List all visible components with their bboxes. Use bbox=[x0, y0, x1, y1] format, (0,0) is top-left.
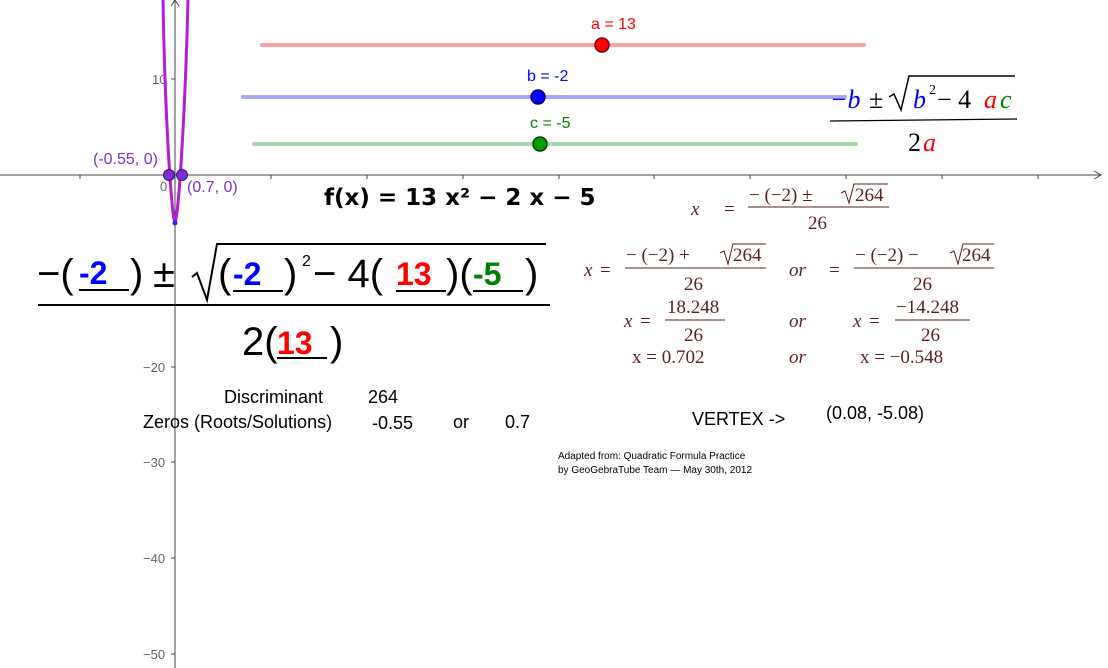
formula-den-a: a bbox=[923, 128, 936, 157]
formula-pm: ± bbox=[869, 85, 883, 114]
vertex-label: VERTEX -> bbox=[692, 409, 785, 429]
step3r-eq: = bbox=[869, 311, 880, 332]
big-c1: -5 bbox=[473, 256, 501, 292]
zero-1: -0.55 bbox=[372, 413, 413, 433]
step3l-den: 26 bbox=[684, 325, 703, 346]
step4-left: x = 0.702 bbox=[632, 347, 704, 368]
big-den-close: ) bbox=[330, 320, 343, 364]
step1-eq: = bbox=[724, 199, 735, 220]
tick-label-origin: 0 bbox=[160, 179, 167, 194]
formula-fraction-bar bbox=[829, 118, 1018, 122]
solution-steps: x = − (−2) ± 264 26 x = − (−2) + 264 26 … bbox=[583, 183, 994, 368]
step2l-x: x bbox=[583, 260, 593, 281]
vertex-point[interactable] bbox=[172, 220, 178, 226]
slider-b-label: b = -2 bbox=[527, 68, 568, 85]
tick-label-yneg30: −30 bbox=[143, 455, 165, 470]
root-label-left: (-0.55, 0) bbox=[93, 151, 158, 168]
step2r-eq: = bbox=[829, 260, 840, 281]
function-definition: f(x) = 13 x² − 2 x − 5 bbox=[324, 185, 596, 211]
formula-minus4: − 4 bbox=[937, 85, 971, 114]
formula-b-sq: 2 bbox=[929, 83, 936, 98]
big-mid: )( bbox=[446, 252, 473, 296]
big-b1: -2 bbox=[79, 255, 107, 291]
formula-b: b bbox=[913, 85, 926, 114]
big-pm: ± bbox=[153, 252, 175, 296]
step3r-num: −14.248 bbox=[896, 297, 959, 318]
step2l-den: 26 bbox=[684, 274, 703, 295]
step3-or: or bbox=[789, 311, 807, 332]
x-axis-ticks bbox=[79, 175, 1039, 179]
step3r-den: 26 bbox=[921, 325, 940, 346]
slider-a-knob[interactable] bbox=[594, 37, 610, 53]
slider-a[interactable]: a = 13 bbox=[260, 16, 866, 53]
formula-sqrt-sign bbox=[888, 75, 1015, 113]
slider-a-label: a = 13 bbox=[591, 16, 636, 33]
y-axis-arrow bbox=[170, 0, 180, 7]
step2l-eq: = bbox=[600, 260, 611, 281]
zero-2: 0.7 bbox=[505, 412, 530, 432]
step2-or: or bbox=[789, 260, 807, 281]
step3l-eq: = bbox=[640, 311, 651, 332]
tick-label-yneg20: −20 bbox=[143, 360, 165, 375]
discriminant-value: 264 bbox=[368, 387, 398, 407]
root-point-right[interactable] bbox=[176, 169, 188, 181]
step4-or: or bbox=[789, 347, 807, 368]
tick-label-yneg50: −50 bbox=[143, 647, 165, 662]
big-neg-open: −( bbox=[37, 252, 74, 296]
step3l-num: 18.248 bbox=[667, 297, 719, 318]
formula-a: a bbox=[984, 85, 997, 114]
formula-neg-b: −b bbox=[830, 85, 861, 114]
step1-x: x bbox=[690, 199, 700, 220]
slider-c[interactable]: c = -5 bbox=[252, 115, 858, 152]
discriminant-label: Discriminant bbox=[224, 387, 323, 407]
big-den-two: 2( bbox=[242, 320, 278, 364]
big-a2: 13 bbox=[277, 325, 313, 361]
root-point-left[interactable] bbox=[163, 169, 175, 181]
credit-line2: by GeoGebraTube Team — May 30th, 2012 bbox=[558, 465, 752, 476]
summary-block: Discriminant 264 Zeros (Roots/Solutions)… bbox=[143, 387, 924, 433]
big-a1: 13 bbox=[396, 256, 432, 292]
slider-b[interactable]: b = -2 bbox=[241, 68, 847, 105]
big-open2: ( bbox=[218, 252, 232, 296]
substituted-formula: −( -2 ) ± ( -2 ) 2 − 4( 13 )( -5 ) 2( 13… bbox=[37, 243, 550, 364]
step3l-x: x bbox=[623, 311, 633, 332]
step2l-num: − (−2) + bbox=[626, 245, 690, 266]
step4-right: x = −0.548 bbox=[860, 347, 943, 368]
step2r-num: − (−2) − bbox=[855, 245, 919, 266]
slider-c-label: c = -5 bbox=[530, 115, 571, 132]
generic-quadratic-formula: −b ± b 2 − 4 a c 2 a bbox=[829, 75, 1018, 157]
step2l-rad: 264 bbox=[733, 245, 762, 266]
credit-line1: Adapted from: Quadratic Formula Practice bbox=[558, 451, 746, 462]
step3r-x: x bbox=[852, 311, 862, 332]
step2r-rad: 264 bbox=[962, 245, 991, 266]
step1-den: 26 bbox=[808, 213, 827, 234]
tick-label-y10: 10 bbox=[152, 72, 166, 87]
big-close1: ) bbox=[130, 252, 143, 296]
slider-c-knob[interactable] bbox=[532, 136, 548, 152]
big-close3: ) bbox=[525, 252, 538, 296]
slider-b-knob[interactable] bbox=[530, 89, 546, 105]
zeros-label: Zeros (Roots/Solutions) bbox=[143, 412, 332, 432]
big-minus4: − 4( bbox=[313, 252, 384, 296]
tick-label-yneg40: −40 bbox=[143, 551, 165, 566]
x-axis-arrow bbox=[1093, 170, 1103, 180]
big-close2: ) bbox=[284, 252, 297, 296]
big-sq: 2 bbox=[302, 253, 311, 270]
big-sqrt-sign bbox=[191, 243, 546, 304]
big-b2: -2 bbox=[233, 256, 261, 292]
vertex-value: (0.08, -5.08) bbox=[826, 403, 924, 423]
step1-num: − (−2) ± bbox=[749, 185, 813, 206]
y-axis-ticks bbox=[171, 78, 175, 655]
formula-den-two: 2 bbox=[908, 128, 921, 157]
step1-rad: 264 bbox=[855, 185, 884, 206]
formula-c: c bbox=[1000, 85, 1012, 114]
zeros-or: or bbox=[453, 412, 469, 432]
step2r-den: 26 bbox=[913, 274, 932, 295]
root-label-right: (0.7, 0) bbox=[187, 179, 238, 196]
